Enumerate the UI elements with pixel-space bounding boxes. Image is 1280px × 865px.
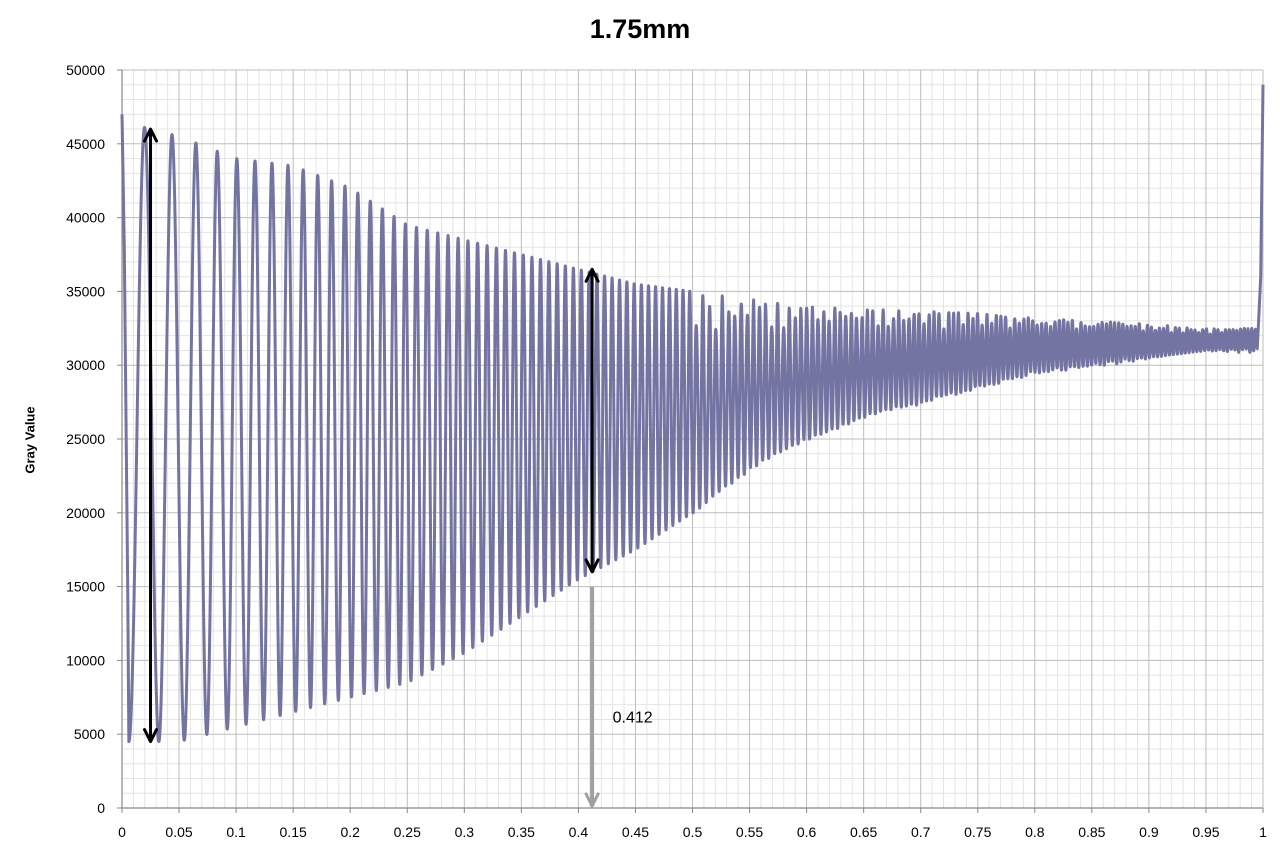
- y-tick-label: 20000: [66, 505, 105, 521]
- x-tick-label: 0.9: [1139, 824, 1159, 840]
- y-tick-label: 40000: [66, 210, 105, 226]
- series-group: [120, 84, 1265, 744]
- annotations: 0.412: [143, 127, 653, 808]
- x-tick-label: 0.5: [683, 824, 703, 840]
- x-tick-label: 0.85: [1078, 824, 1105, 840]
- position-arrow-head: [584, 792, 600, 808]
- x-tick-label: 0.6: [797, 824, 817, 840]
- y-tick-label: 45000: [66, 136, 105, 152]
- y-tick-label: 0: [97, 800, 105, 816]
- x-tick-label: 0.55: [736, 824, 763, 840]
- x-tick-label: 0.05: [165, 824, 192, 840]
- arrow-head-up: [143, 127, 159, 143]
- x-tick-label: 0: [118, 824, 126, 840]
- y-tick-label: 10000: [66, 652, 105, 668]
- x-tick-label: 0.7: [911, 824, 931, 840]
- x-tick-label: 1: [1259, 824, 1267, 840]
- gray-value-line: [120, 84, 1265, 744]
- x-tick-label: 0.2: [340, 824, 360, 840]
- x-tick-label: 0.65: [850, 824, 877, 840]
- x-tick-labels: 0 0.05 0.1 0.15 0.2 0.25 0.3 0.35 0.4 0.45 0.5 0.55…: [118, 824, 1267, 840]
- x-tick-label: 0.1: [226, 824, 246, 840]
- y-tick-label: 30000: [66, 357, 105, 373]
- annotation-label: 0.412: [613, 709, 653, 726]
- y-tick-label: 15000: [66, 579, 105, 595]
- x-tick-label: 0.3: [455, 824, 475, 840]
- x-tick-label: 0.95: [1192, 824, 1219, 840]
- x-tick-label: 0.25: [394, 824, 421, 840]
- y-tick-labels: 0 5000 10000 15000 20000 25000 30000 35000 40000…: [66, 62, 105, 816]
- arrow-head-down: [584, 558, 600, 574]
- x-tick-label: 0.4: [569, 824, 589, 840]
- x-tick-label: 0.75: [964, 824, 991, 840]
- chart-title: 1.75mm: [589, 14, 691, 44]
- y-tick-label: 50000: [66, 62, 105, 78]
- x-tick-label: 0.35: [508, 824, 535, 840]
- y-tick-label: 35000: [66, 283, 105, 299]
- arrow-head-down: [143, 728, 159, 744]
- y-tick-label: 5000: [74, 726, 105, 742]
- x-tick-label: 0.15: [280, 824, 307, 840]
- x-tick-label: 0.45: [622, 824, 649, 840]
- arrow-head-up: [584, 267, 600, 283]
- x-tick-label: 0.8: [1025, 824, 1045, 840]
- y-tick-label: 25000: [66, 431, 105, 447]
